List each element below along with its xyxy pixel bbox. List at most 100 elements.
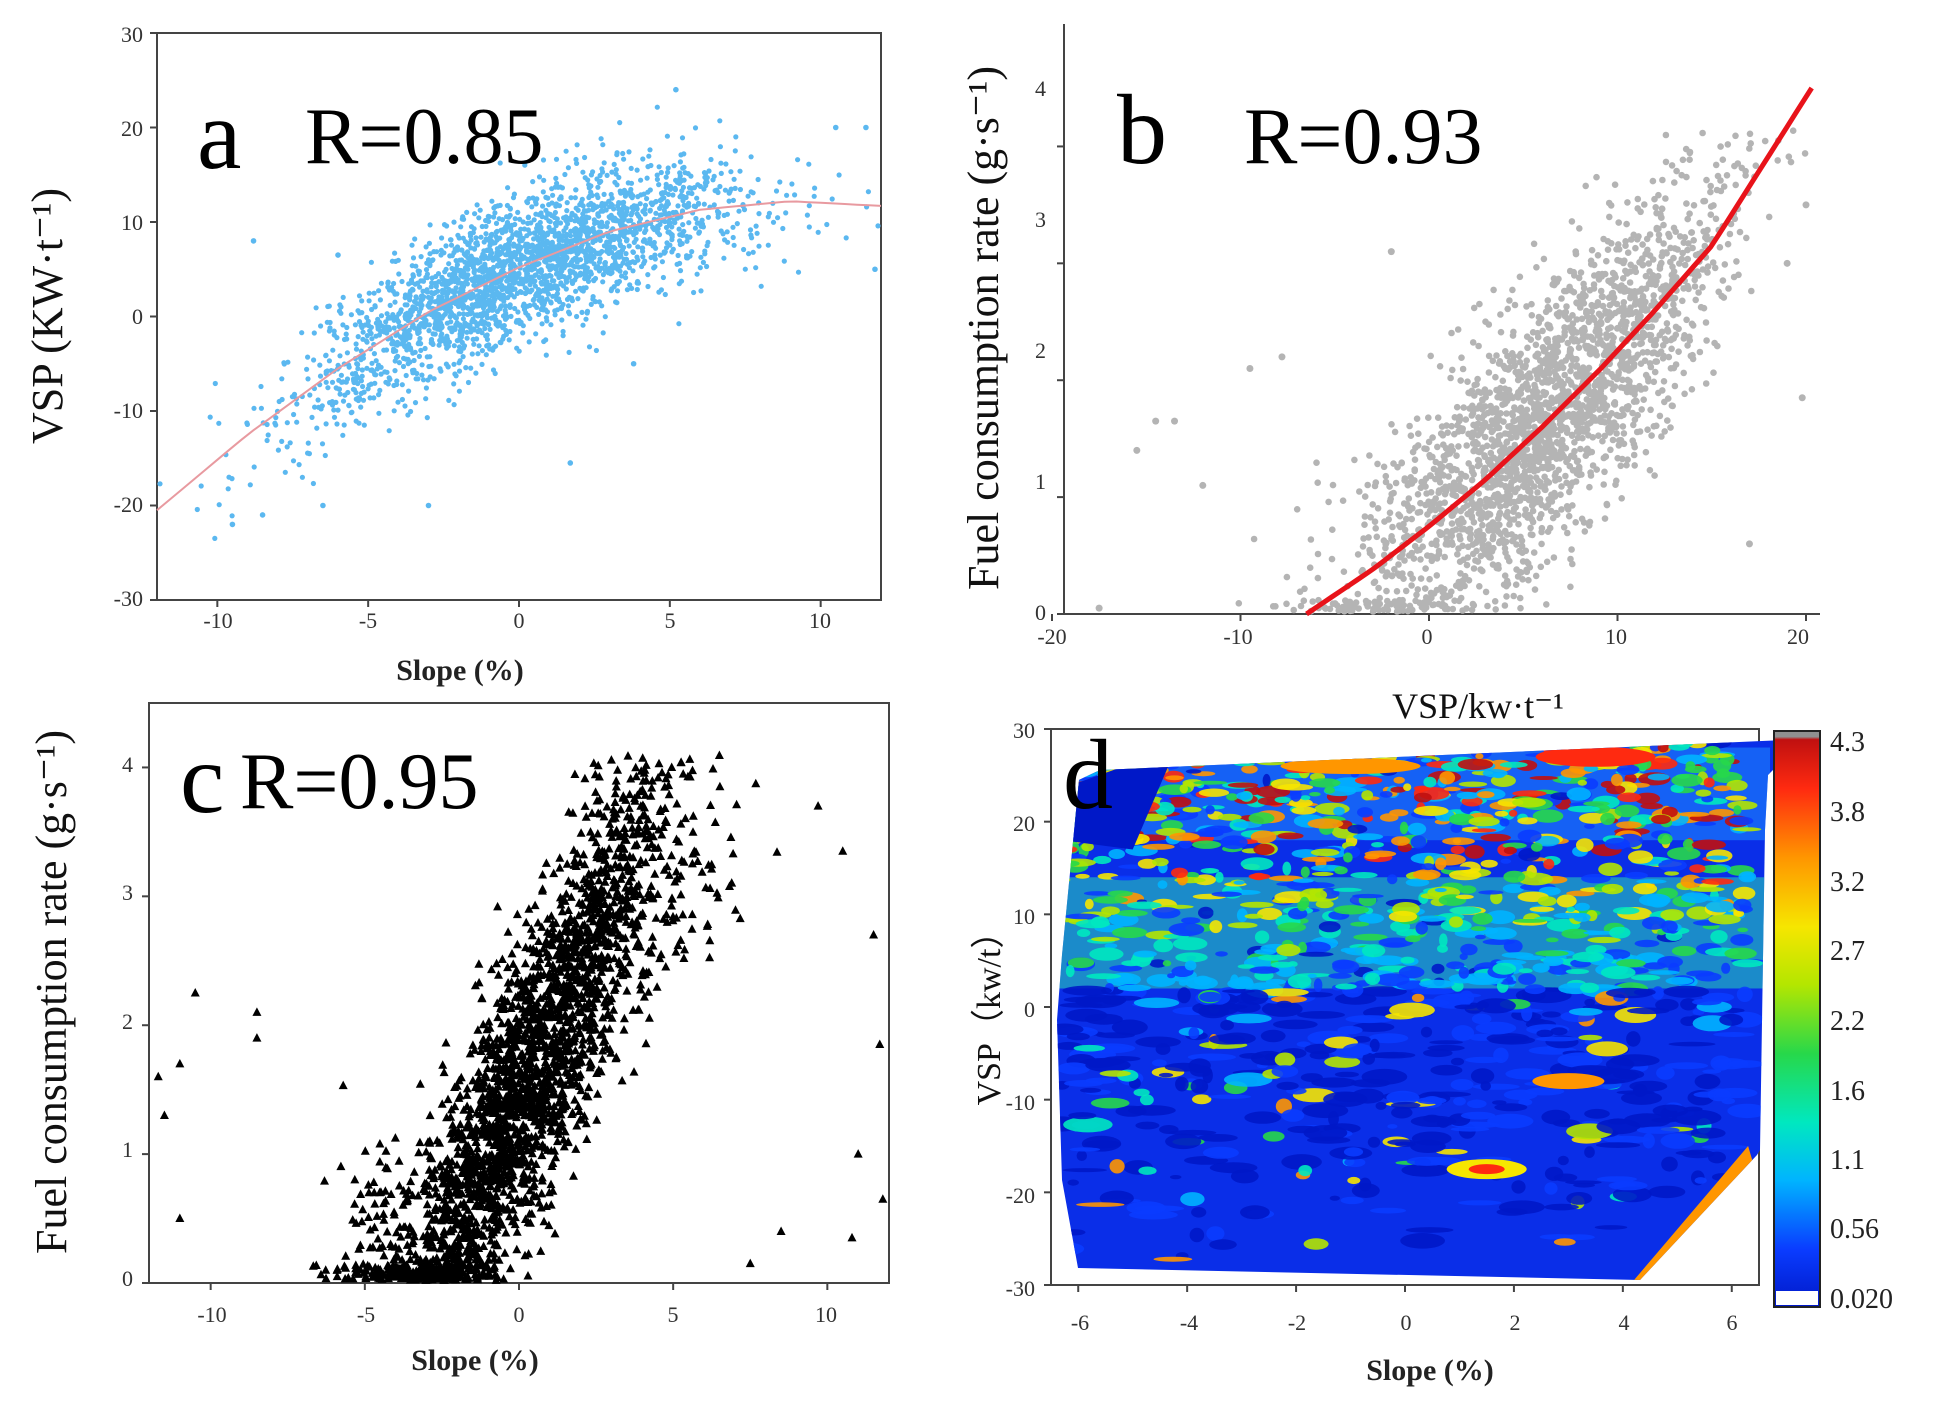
data-point: [492, 210, 498, 216]
data-point: [296, 462, 302, 468]
data-point: [677, 159, 684, 165]
data-point: [418, 278, 424, 284]
data-point: [773, 188, 780, 194]
data-point: [1427, 489, 1435, 496]
data-point: [1372, 525, 1379, 532]
data-point: [1548, 491, 1555, 499]
data-point: [1489, 533, 1497, 540]
data-point: [635, 257, 641, 263]
data-point: [600, 142, 606, 148]
data-point: [425, 303, 431, 309]
data-point: [567, 270, 574, 276]
data-point: [730, 234, 736, 241]
data-point: [1785, 153, 1793, 160]
data-point: [594, 219, 601, 226]
data-point: [626, 149, 632, 155]
data-point: [1414, 491, 1422, 498]
data-point: [1531, 367, 1539, 375]
data-point: [588, 200, 594, 206]
data-point: [436, 320, 442, 326]
data-point: [487, 243, 493, 249]
data-point: [1623, 388, 1631, 396]
data-point: [517, 238, 523, 244]
data-point: [361, 422, 367, 428]
data-point: [1644, 246, 1651, 254]
data-point: [1667, 365, 1675, 372]
data-point: [331, 328, 337, 334]
data-point: [226, 474, 232, 480]
data-point: [420, 377, 427, 383]
data-point: [1457, 377, 1464, 384]
data-point: [543, 352, 549, 358]
data-point: [1543, 601, 1550, 608]
data-point: [783, 210, 789, 216]
data-point: [717, 118, 723, 124]
data-point: [1557, 491, 1564, 499]
data-point: [464, 209, 470, 215]
data-point: [468, 224, 475, 230]
data-point: [1456, 558, 1464, 565]
data-point: [1690, 237, 1697, 244]
data-point: [1404, 481, 1412, 489]
data-point: [1328, 555, 1336, 563]
data-point: [723, 161, 729, 167]
data-point: [1380, 463, 1388, 471]
data-point: [1684, 342, 1691, 349]
data-point: [577, 202, 583, 208]
data-point: [1460, 525, 1468, 533]
data-point: [341, 422, 347, 428]
data-point: [572, 232, 579, 239]
data-point: [400, 338, 406, 344]
data-point: [1487, 460, 1494, 467]
data-point: [1463, 561, 1471, 569]
data-point: [492, 204, 498, 210]
data-point: [576, 264, 582, 270]
data-point: [311, 357, 317, 363]
data-point: [1522, 362, 1529, 370]
data-point: [1600, 481, 1607, 488]
data-point: [1569, 355, 1576, 363]
data-point: [1392, 479, 1400, 487]
data-point: [1399, 606, 1406, 613]
data-point: [1378, 566, 1386, 573]
data-point: [704, 263, 710, 270]
data-point: [558, 280, 564, 286]
data-point: [497, 202, 503, 208]
data-point: [460, 345, 467, 351]
data-point: [1568, 432, 1576, 440]
data-point: [353, 346, 360, 352]
data-point: [529, 204, 535, 210]
data-point: [1523, 568, 1531, 576]
data-point: [399, 382, 405, 388]
data-point: [1564, 506, 1572, 513]
data-point: [642, 206, 648, 212]
data-point: [426, 328, 432, 334]
data-point: [1415, 430, 1422, 438]
data-point: [1671, 382, 1679, 390]
data-point: [1497, 481, 1505, 488]
data-point: [585, 242, 591, 248]
data-point: [658, 212, 665, 218]
outlier-point: [630, 360, 637, 367]
data-point: [360, 355, 366, 361]
data-point: [1655, 389, 1662, 397]
data-point: [613, 167, 619, 173]
data-point: [337, 353, 343, 359]
data-point: [366, 290, 372, 296]
data-point: [1400, 575, 1407, 582]
data-point: [384, 369, 390, 375]
data-point: [1647, 277, 1655, 285]
data-point: [1642, 371, 1650, 379]
data-point: [198, 483, 204, 489]
data-point: [1617, 361, 1624, 368]
data-point: [693, 215, 699, 222]
data-point: [541, 177, 547, 183]
data-point: [1566, 349, 1574, 357]
data-point: [560, 333, 566, 339]
data-point: [488, 315, 495, 321]
data-point: [357, 310, 363, 316]
data-point: [355, 366, 361, 372]
data-point: [324, 368, 330, 374]
data-point: [472, 211, 478, 217]
data-point: [1613, 477, 1620, 485]
